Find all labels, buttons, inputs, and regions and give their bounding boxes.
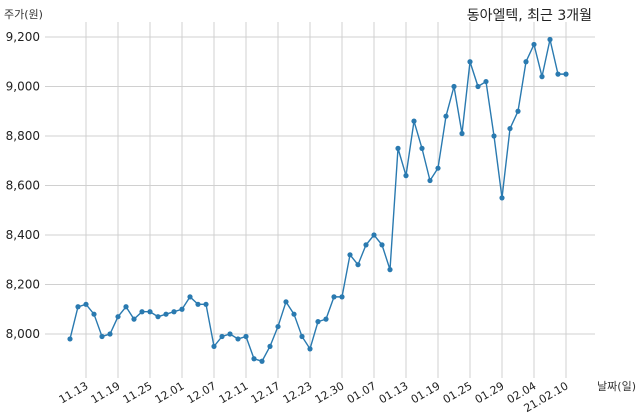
data-point (387, 267, 393, 273)
data-point (523, 59, 529, 65)
y-tick-labels: 8,000 8,200 8,400 8,600 8,800 9,000 9,200 (6, 30, 40, 341)
data-point (251, 356, 257, 362)
x-tick-label: 12.23 (281, 379, 315, 406)
series-layer (67, 36, 569, 364)
x-tick-label: 12.01 (153, 379, 187, 406)
x-tick-label: 12.30 (313, 379, 347, 406)
data-point (491, 133, 497, 139)
data-point (187, 294, 193, 300)
data-point (459, 130, 465, 137)
data-point (555, 71, 561, 77)
data-point (227, 331, 233, 337)
y-axis-label: 주가(원) (4, 8, 43, 21)
x-tick-label: 01.25 (441, 379, 475, 406)
data-point (355, 262, 361, 268)
data-point (419, 145, 425, 151)
data-point (99, 333, 105, 340)
y-tick-label: 8,000 (6, 327, 40, 341)
data-point (531, 41, 537, 48)
data-point (211, 343, 217, 349)
y-tick-label: 9,000 (6, 80, 40, 94)
x-tick-label: 11.25 (121, 379, 155, 406)
y-tick-label: 8,400 (6, 228, 40, 242)
x-tick-label: 12.07 (185, 379, 219, 406)
data-point (547, 36, 553, 43)
data-point (467, 59, 473, 65)
data-point (131, 316, 137, 322)
data-point (75, 304, 81, 310)
data-point (91, 311, 97, 317)
x-tick-label: 01.07 (345, 379, 379, 406)
data-point (315, 319, 321, 325)
data-point (411, 118, 417, 124)
data-point (475, 83, 481, 90)
data-point (155, 314, 161, 320)
data-point (163, 311, 169, 317)
series-line (69, 39, 566, 363)
data-point (83, 301, 89, 307)
data-point (283, 299, 289, 305)
data-point (507, 125, 513, 132)
data-point (267, 343, 273, 349)
chart-title: 동아엘텍, 최근 3개월 (467, 8, 592, 24)
data-point (259, 358, 265, 364)
x-tick-label: 01.19 (409, 379, 443, 406)
data-point (323, 316, 329, 322)
data-point (403, 173, 409, 179)
data-point (291, 311, 297, 317)
data-point (147, 309, 153, 315)
data-point (299, 333, 305, 340)
data-point (139, 309, 145, 315)
data-point (123, 304, 129, 310)
data-point (515, 108, 521, 114)
y-tick-label: 8,600 (6, 179, 40, 193)
data-point (115, 314, 121, 320)
data-point (179, 306, 185, 312)
x-tick-label: 12.17 (249, 379, 283, 406)
data-point (195, 301, 201, 307)
data-point (563, 71, 569, 77)
data-point (331, 294, 337, 300)
data-point (499, 195, 505, 201)
x-tick-label: 12.11 (217, 379, 251, 406)
data-point (347, 252, 353, 258)
data-point (395, 145, 401, 151)
x-tick-label: 11.19 (89, 379, 123, 406)
data-point (427, 177, 433, 184)
data-point (435, 165, 441, 171)
data-point (171, 309, 177, 315)
y-tick-label: 8,800 (6, 129, 40, 143)
data-point (363, 242, 369, 248)
data-point (67, 336, 73, 342)
x-tick-label: 11.13 (57, 379, 91, 406)
x-tick-label: 01.29 (473, 379, 507, 406)
data-point (107, 331, 113, 337)
data-point (235, 336, 241, 342)
data-point (379, 242, 385, 248)
y-tick-label: 8,200 (6, 278, 40, 292)
data-point (539, 74, 545, 80)
data-point (483, 78, 489, 85)
data-point (443, 113, 449, 119)
data-point (203, 301, 209, 307)
data-point (243, 333, 249, 340)
x-axis-label: 날짜(일) (597, 379, 636, 393)
x-tick-labels: 11.1311.1911.2512.0112.0712.1112.1712.23… (57, 379, 571, 415)
x-tick-label: 01.13 (377, 379, 411, 406)
grid-layer (45, 22, 595, 378)
data-point (339, 294, 345, 300)
data-point (371, 232, 377, 238)
y-tick-label: 9,200 (6, 30, 40, 44)
data-point (219, 333, 225, 340)
data-point (307, 346, 313, 352)
data-point (451, 83, 457, 90)
data-point (275, 323, 281, 330)
